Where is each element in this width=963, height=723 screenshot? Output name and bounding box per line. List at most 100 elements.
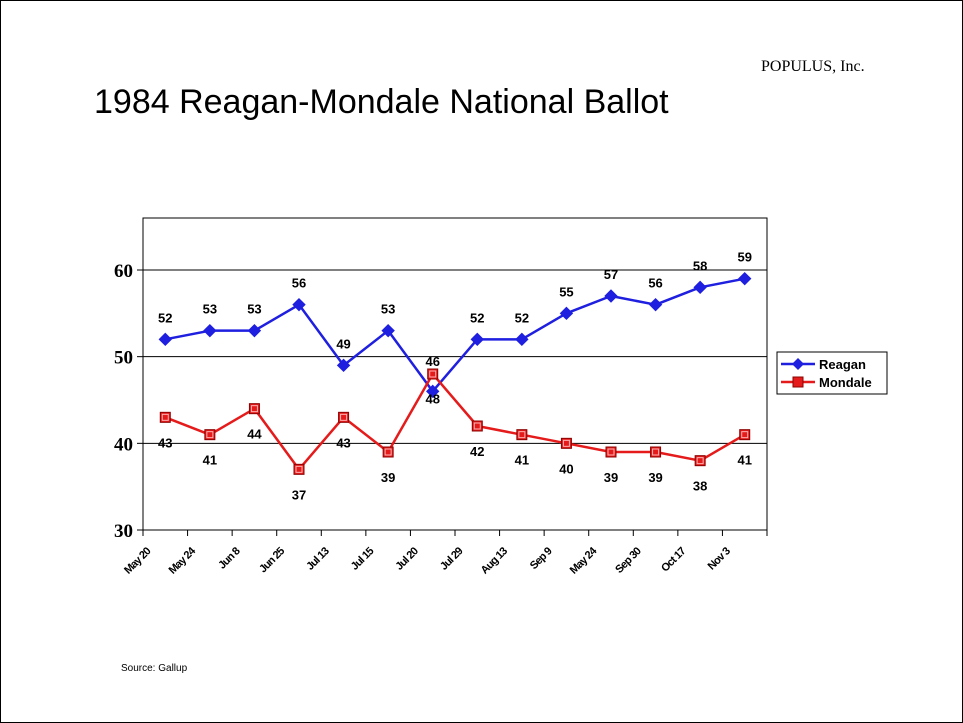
reagan-point-11 <box>648 297 663 312</box>
mondale-point-1 <box>204 429 216 441</box>
legend-marker-mondale[interactable] <box>792 376 804 388</box>
x-tick-label-4: Jul 13 <box>304 545 332 573</box>
reagan-data-label-3: 56 <box>292 276 306 291</box>
y-tick-label-50: 50 <box>114 348 133 369</box>
x-tick-label-6: Jul 20 <box>393 545 421 573</box>
x-tick-label-12: Oct 17 <box>659 545 688 574</box>
reagan-point-2 <box>247 323 262 338</box>
reagan-data-label-2: 53 <box>247 302 261 317</box>
reagan-point-3 <box>292 297 306 312</box>
reagan-data-label-11: 56 <box>648 276 662 291</box>
mondale-data-label-0: 43 <box>158 435 172 450</box>
x-tick-label-3: Jun 25 <box>257 545 287 575</box>
mondale-data-label-4: 43 <box>336 435 350 450</box>
mondale-point-8-highlight <box>518 431 526 439</box>
mondale-point-3-highlight <box>295 465 303 473</box>
mondale-point-4-highlight <box>340 413 348 421</box>
mondale-data-label-1: 41 <box>203 453 217 468</box>
reagan-point-1 <box>203 323 217 338</box>
reagan-data-label-0: 52 <box>158 310 172 325</box>
x-tick-label-1: May 24 <box>167 544 199 576</box>
mondale-point-12 <box>694 455 706 467</box>
y-tick-label-40: 40 <box>114 434 133 455</box>
mondale-point-11-highlight <box>652 448 660 456</box>
mondale-point-13-highlight <box>741 431 749 439</box>
mondale-point-2-highlight <box>250 405 258 413</box>
mondale-data-label-8: 41 <box>515 453 529 468</box>
mondale-point-11 <box>650 446 662 458</box>
mondale-point-9-highlight <box>562 439 570 447</box>
reagan-data-label-5: 53 <box>381 302 395 317</box>
legend-label-mondale[interactable]: Mondale <box>819 375 872 390</box>
reagan-point-6 <box>426 384 440 399</box>
mondale-series-line <box>164 372 746 471</box>
mondale-data-label-3: 37 <box>292 487 306 502</box>
legend[interactable]: Reagan Mondale <box>776 351 888 395</box>
x-tick-label-9: Sep 9 <box>528 545 555 572</box>
mondale-point-10 <box>605 446 617 458</box>
mondale-data-label-5: 39 <box>381 470 395 485</box>
gridlines <box>143 269 767 444</box>
mondale-point-9 <box>560 437 572 449</box>
mondale-point-3 <box>293 463 305 475</box>
reagan-point-0 <box>158 332 172 347</box>
slide-title: 1984 Reagan-Mondale National Ballot <box>94 83 669 121</box>
reagan-point-10 <box>604 289 618 303</box>
mondale-point-6 <box>427 368 439 380</box>
x-tick-label-5: Jul 15 <box>349 545 377 573</box>
x-axis: May 20 May 24 Jun 8 Jun 25 Jul 13 Jul 15 Jul 2… <box>122 530 768 577</box>
data-labels: 52 53 53 56 49 53 48 52 52 55 57 56 58 59 43 41 44 37 43 39… <box>158 250 752 503</box>
mondale-point-7-highlight <box>473 422 481 430</box>
mondale-point-1-highlight <box>206 431 214 439</box>
x-tick-label-13: Nov 3 <box>706 545 733 572</box>
reagan-point-13 <box>738 271 752 286</box>
reagan-point-7 <box>470 332 484 347</box>
mondale-point-5 <box>382 446 394 458</box>
mondale-data-label-10: 39 <box>604 470 618 485</box>
mondale-data-label-12: 38 <box>693 479 707 494</box>
reagan-data-label-13: 59 <box>737 250 751 265</box>
mondale-data-label-11: 39 <box>648 470 662 485</box>
mondale-data-label-9: 40 <box>559 461 573 476</box>
mondale-point-12-highlight <box>696 457 704 465</box>
y-tick-label-30: 30 <box>114 521 133 542</box>
mondale-data-label-7: 42 <box>470 444 484 459</box>
mondale-data-label-13: 41 <box>737 453 751 468</box>
x-tick-label-10: May 24 <box>568 544 600 576</box>
reagan-point-9 <box>559 306 574 321</box>
x-tick-label-8: Aug 13 <box>479 545 511 577</box>
mondale-point-5-highlight <box>384 448 392 456</box>
reagan-data-label-10: 57 <box>604 267 618 282</box>
mondale-data-label-6: 46 <box>425 354 439 369</box>
legend-label-reagan[interactable]: Reagan <box>819 357 866 372</box>
reagan-point-12 <box>693 280 707 295</box>
mondale-point-7 <box>471 420 483 432</box>
y-tick-label-60: 60 <box>114 261 133 282</box>
reagan-data-label-12: 58 <box>693 258 707 273</box>
reagan-series-line <box>165 277 745 393</box>
plot-area <box>142 217 768 531</box>
series-group <box>158 271 752 475</box>
mondale-point-2 <box>248 403 260 415</box>
reagan-data-label-8: 52 <box>515 310 529 325</box>
company-name: POPULUS, Inc. <box>761 58 865 75</box>
mondale-data-label-2: 44 <box>247 427 262 442</box>
mondale-point-6-highlight <box>429 370 437 378</box>
mondale-point-10-highlight <box>607 448 615 456</box>
mondale-point-0-highlight <box>161 413 169 421</box>
mondale-point-4 <box>338 411 350 423</box>
mondale-point-13 <box>739 429 751 441</box>
legend-marker-reagan[interactable] <box>792 358 804 370</box>
reagan-point-5 <box>381 323 395 338</box>
source-note: Source: Gallup <box>121 663 188 674</box>
reagan-point-8 <box>515 332 529 347</box>
reagan-data-label-9: 55 <box>559 284 573 299</box>
mondale-point-0 <box>159 411 171 423</box>
reagan-data-label-6: 48 <box>425 391 439 406</box>
mondale-point-8 <box>516 429 528 441</box>
reagan-point-4 <box>336 358 351 373</box>
reagan-data-label-1: 53 <box>203 302 217 317</box>
x-tick-label-11: Sep 30 <box>613 545 644 576</box>
reagan-data-label-4: 49 <box>336 336 350 351</box>
